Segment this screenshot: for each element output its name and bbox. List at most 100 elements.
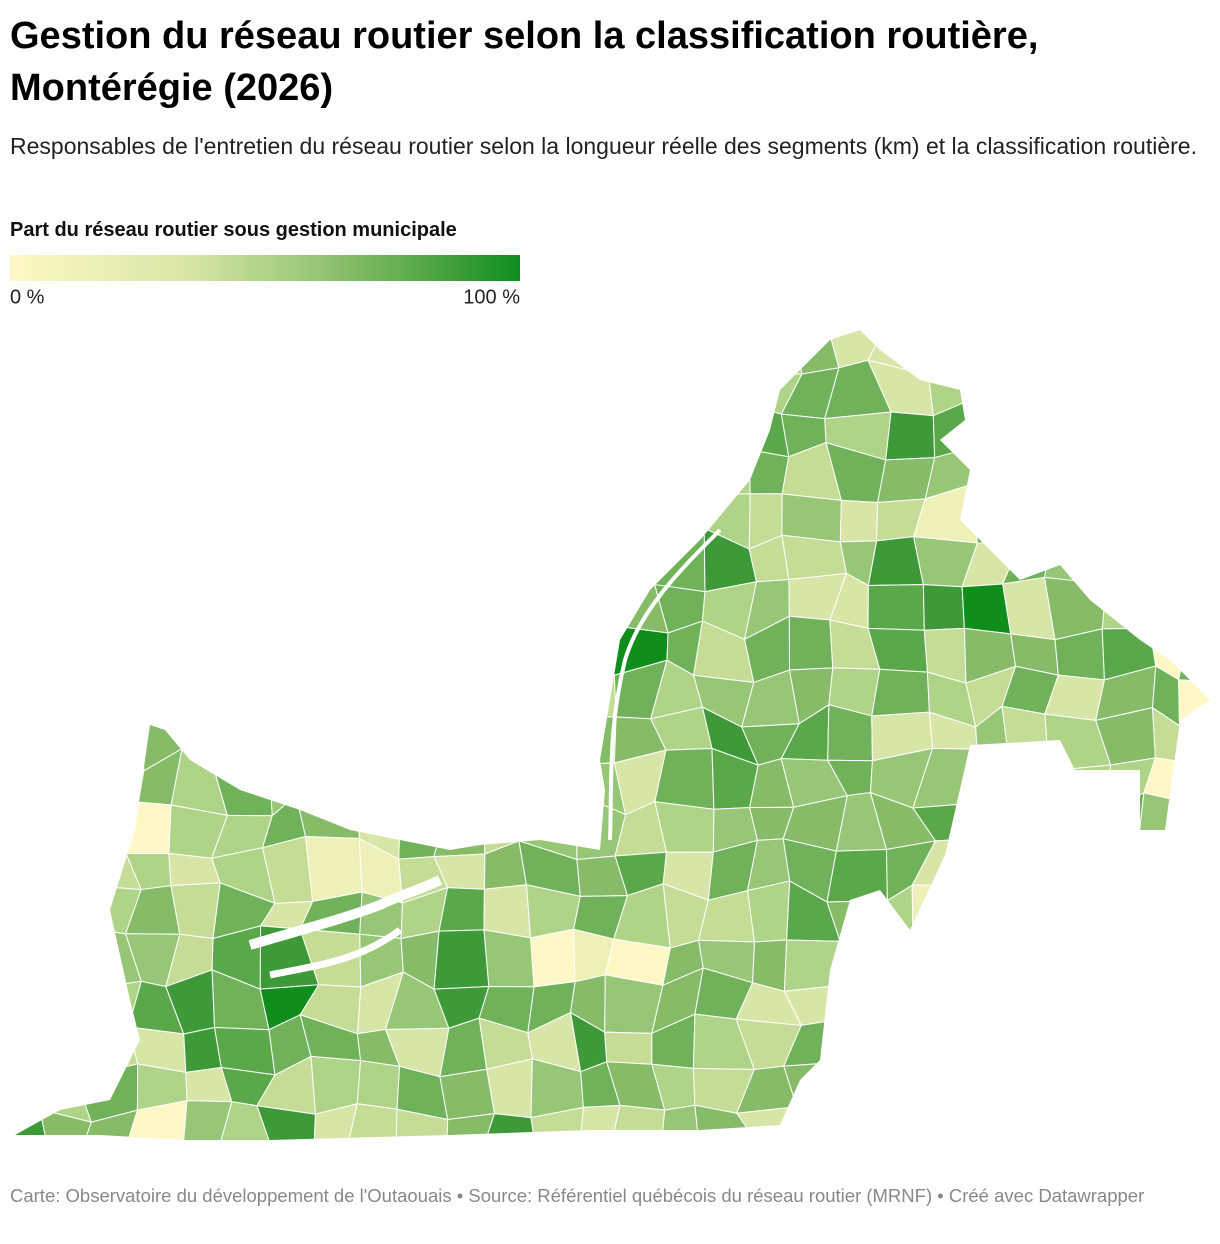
municipality — [883, 934, 929, 984]
municipality — [15, 356, 46, 410]
municipality — [15, 491, 49, 551]
municipality — [1178, 679, 1210, 727]
municipality — [394, 713, 445, 761]
municipality — [15, 542, 49, 579]
municipality — [1136, 835, 1191, 903]
municipality — [647, 355, 713, 416]
municipality — [969, 483, 1021, 544]
municipality — [1048, 883, 1099, 948]
municipality — [259, 531, 311, 583]
municipality — [1002, 440, 1061, 506]
municipality — [971, 1116, 1022, 1140]
municipality — [15, 752, 55, 805]
municipality — [388, 439, 450, 499]
municipality — [175, 452, 224, 508]
municipality — [826, 976, 891, 1022]
municipality — [342, 1103, 398, 1140]
municipality — [1144, 330, 1198, 358]
municipality — [388, 396, 432, 461]
municipality — [1101, 575, 1153, 630]
municipality — [476, 760, 524, 802]
municipality — [748, 449, 790, 495]
municipality — [384, 615, 453, 676]
municipality — [122, 575, 181, 634]
municipality — [259, 577, 319, 637]
municipality — [1010, 360, 1066, 413]
municipality — [871, 668, 930, 717]
municipality — [15, 440, 55, 498]
municipality — [565, 452, 624, 498]
municipality — [32, 330, 81, 365]
municipality — [520, 330, 585, 360]
municipality — [517, 764, 577, 800]
municipality — [921, 975, 977, 1034]
municipality — [566, 624, 616, 676]
municipality — [208, 713, 271, 770]
municipality — [869, 1055, 934, 1112]
municipality — [1185, 489, 1210, 537]
municipality — [353, 330, 408, 374]
municipality — [1018, 397, 1063, 461]
municipality — [261, 445, 318, 504]
municipality — [695, 330, 754, 374]
municipality — [46, 847, 95, 893]
municipality — [957, 360, 1020, 413]
municipality — [308, 330, 364, 372]
municipality — [964, 885, 1019, 943]
municipality — [15, 1106, 52, 1140]
municipality — [565, 490, 620, 539]
municipality — [303, 630, 361, 678]
municipality — [658, 1104, 702, 1140]
municipality — [520, 354, 582, 419]
municipality — [302, 704, 363, 771]
municipality — [1185, 761, 1210, 804]
municipality — [445, 484, 492, 537]
municipality — [1181, 453, 1210, 501]
municipality — [15, 802, 55, 854]
municipality — [209, 395, 272, 464]
municipality — [120, 398, 181, 460]
municipality — [1186, 968, 1210, 1030]
municipality — [488, 330, 531, 357]
municipality — [491, 354, 525, 413]
municipality — [340, 440, 396, 500]
municipality — [1058, 842, 1106, 894]
municipality — [746, 880, 791, 943]
municipality — [912, 1015, 963, 1077]
municipality — [311, 441, 355, 500]
municipality — [519, 530, 580, 590]
municipality — [39, 666, 96, 718]
municipality — [490, 450, 538, 505]
municipality — [1004, 1116, 1060, 1140]
municipality — [695, 355, 754, 405]
municipality — [735, 1106, 798, 1140]
municipality — [1089, 847, 1151, 902]
municipality — [491, 410, 538, 457]
municipality — [711, 402, 750, 454]
municipality — [1178, 633, 1210, 685]
municipality — [124, 356, 187, 411]
municipality — [438, 887, 485, 932]
municipality — [576, 408, 624, 461]
municipality — [442, 664, 494, 725]
municipality — [561, 330, 616, 363]
footer: Carte: Observatoire du développement de … — [10, 1185, 1145, 1206]
municipality — [125, 801, 172, 854]
river — [248, 875, 443, 950]
municipality — [261, 408, 318, 462]
municipality — [826, 1101, 871, 1140]
municipality — [174, 575, 233, 630]
municipality — [386, 484, 450, 537]
municipality — [1087, 356, 1153, 408]
municipality — [216, 676, 269, 720]
municipality — [1089, 892, 1151, 948]
municipality — [476, 714, 527, 769]
municipality — [1087, 330, 1153, 366]
municipality — [517, 714, 579, 769]
municipality — [52, 796, 95, 852]
municipality — [428, 751, 484, 811]
municipality — [961, 748, 1017, 813]
municipality — [517, 660, 579, 717]
municipality — [876, 1020, 923, 1077]
